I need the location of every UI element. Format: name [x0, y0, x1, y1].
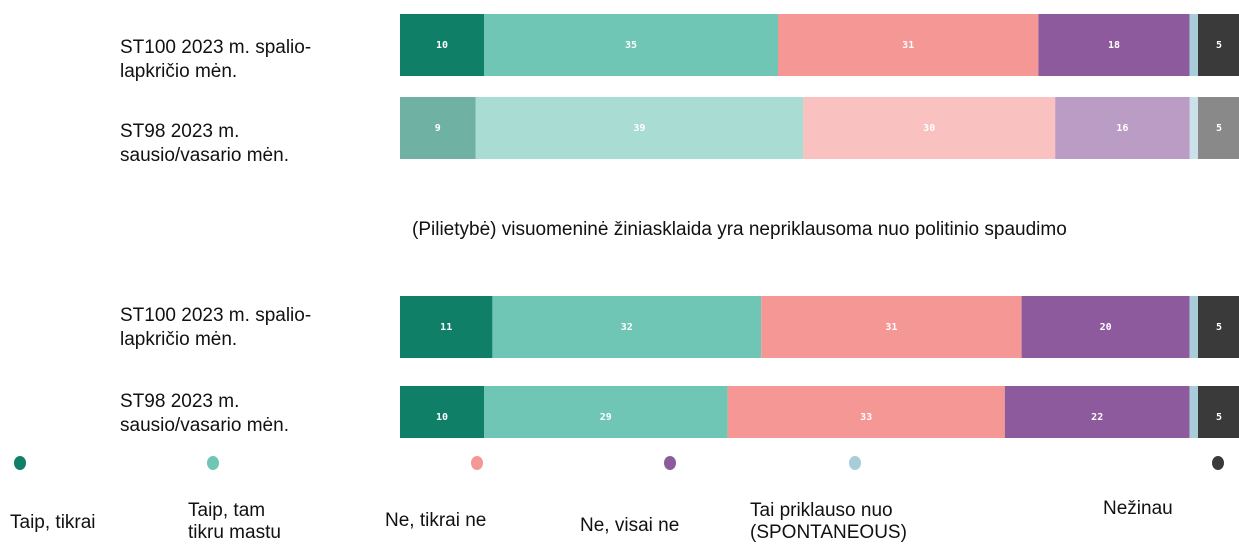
bar-segment	[400, 386, 484, 438]
value-label: 29	[600, 412, 612, 423]
value-label: 10	[436, 40, 448, 51]
bar-segment	[484, 386, 728, 438]
bar-segment	[1189, 296, 1198, 358]
value-label: 9	[435, 123, 441, 134]
bar-segment	[761, 296, 1022, 358]
legend-dot	[849, 456, 861, 470]
value-label: 5	[1216, 322, 1222, 333]
bar-segment	[1038, 14, 1190, 76]
value-label: 30	[923, 123, 935, 134]
legend-label: Ne, tikrai ne	[385, 510, 487, 531]
legend-dot	[14, 456, 26, 470]
bar-segment	[1004, 386, 1190, 438]
value-label: 39	[633, 123, 645, 134]
legend-dot	[1212, 456, 1224, 470]
legend-dot	[664, 456, 676, 470]
bar-segment	[1189, 97, 1198, 159]
legend-label: Taip, tikrai	[10, 512, 96, 533]
legend-label: Taip, tam tikru mastu	[188, 500, 281, 543]
bar-segment	[727, 386, 1005, 438]
value-label: 16	[1116, 123, 1128, 134]
bar-segment	[484, 14, 778, 76]
group-title: (Pilietybė) visuomeninė žiniasklaida yra…	[412, 219, 1067, 240]
bar-segment	[1198, 296, 1239, 358]
row-label: ST100 2023 m. spalio-lapkričio mėn.	[120, 305, 312, 350]
legend-label: Nežinau	[1103, 498, 1173, 519]
bar-segment	[1189, 386, 1198, 438]
bar-segment	[400, 296, 493, 358]
value-label: 35	[625, 40, 637, 51]
bar-segment	[400, 14, 484, 76]
legend-label: Tai priklauso nuo (SPONTANEOUS)	[750, 500, 907, 543]
bar-segment	[1198, 386, 1239, 438]
bar-segment	[1189, 14, 1198, 76]
value-label: 33	[860, 412, 872, 423]
bar-segment	[475, 97, 804, 159]
value-label: 5	[1216, 40, 1222, 51]
bar-segment	[400, 97, 476, 159]
bar-segment	[1055, 97, 1190, 159]
bar-segment	[1198, 14, 1239, 76]
value-label: 20	[1100, 322, 1112, 333]
bar-segment	[803, 97, 1056, 159]
row-label: ST98 2023 m. sausio/vasario mėn.	[120, 121, 289, 166]
legend-label: Ne, visai ne	[580, 515, 680, 536]
row-label: ST98 2023 m. sausio/vasario mėn.	[120, 391, 289, 436]
value-label: 31	[885, 322, 897, 333]
bar-segment	[1198, 97, 1239, 159]
value-label: 22	[1091, 412, 1103, 423]
legend-dot	[207, 456, 219, 470]
value-label: 31	[902, 40, 914, 51]
value-label: 11	[440, 322, 452, 333]
bars: 10 35 31 18 5 9 39 30 16 5 11 32 31 20 5 10 29 33 22 5	[400, 14, 1239, 438]
bar-segment	[1021, 296, 1190, 358]
row-label: ST100 2023 m. spalio-lapkričio mėn.	[120, 37, 312, 82]
legend-dot	[471, 456, 483, 470]
value-label: 32	[621, 322, 633, 333]
value-label: 10	[436, 412, 448, 423]
bar-segment	[492, 296, 762, 358]
bar-segment	[778, 14, 1039, 76]
value-label: 5	[1216, 123, 1222, 134]
value-label: 18	[1108, 40, 1120, 51]
value-label: 5	[1216, 412, 1222, 423]
